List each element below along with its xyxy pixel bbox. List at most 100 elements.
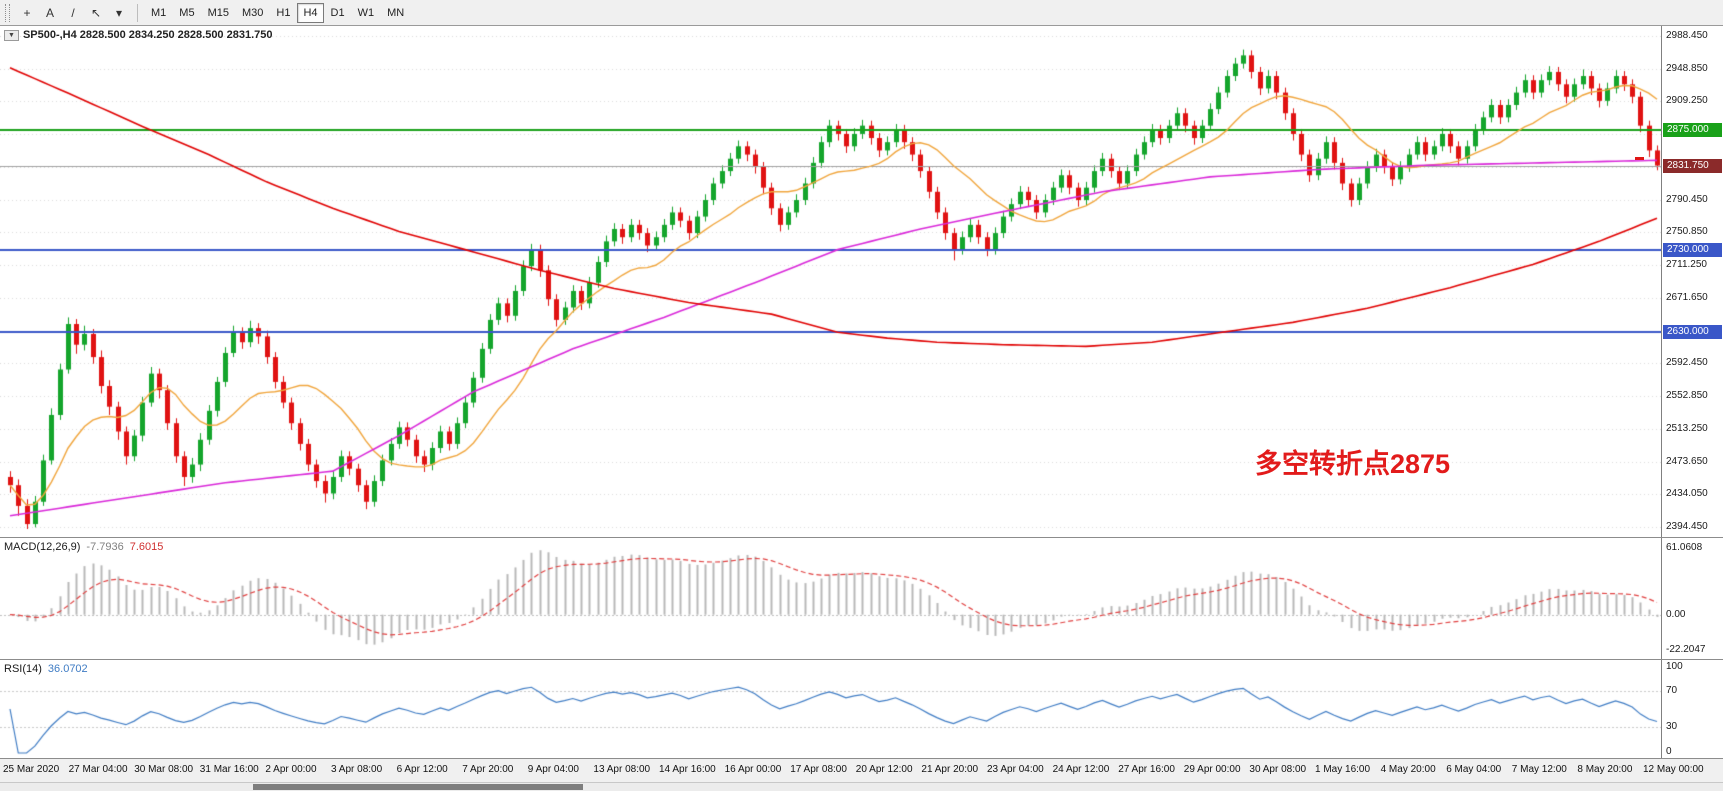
timeframe-button-m15[interactable]: M15 xyxy=(202,3,235,23)
price-axis-label: 2790.450 xyxy=(1666,193,1708,205)
rsi-axis-label: 0 xyxy=(1666,746,1672,757)
timeframe-button-d1[interactable]: D1 xyxy=(325,3,351,23)
time-axis-label: 6 May 04:00 xyxy=(1446,764,1502,775)
panel-divider[interactable] xyxy=(0,659,1723,660)
chart-title-text: SP500-,H4 2828.500 2834.250 2828.500 283… xyxy=(22,29,273,41)
time-axis-label: 14 Apr 16:00 xyxy=(659,764,716,775)
time-axis-label: 21 Apr 20:00 xyxy=(921,764,979,775)
panel-divider[interactable] xyxy=(0,537,1723,538)
time-axis-label: 16 Apr 00:00 xyxy=(724,764,782,775)
price-axis-label: 2513.250 xyxy=(1666,422,1708,434)
time-axis-label: 17 Apr 08:00 xyxy=(790,764,847,775)
time-axis-label: 25 Mar 2020 xyxy=(3,764,60,775)
price-axis-label: 2473.650 xyxy=(1666,455,1708,467)
time-axis-label: 27 Mar 04:00 xyxy=(68,764,128,775)
toolbar-drag-handle[interactable] xyxy=(5,3,10,22)
time-axis-label: 29 Apr 00:00 xyxy=(1183,764,1241,775)
time-axis-label: 4 May 20:00 xyxy=(1380,764,1436,775)
timeframe-button-h4[interactable]: H4 xyxy=(297,2,324,23)
rsi-axis-label: 70 xyxy=(1666,685,1678,697)
price-plot[interactable]: ▼ SP500-,H4 2828.500 2834.250 2828.500 2… xyxy=(0,26,1661,537)
rsi-axis: 100 70 30 0 xyxy=(1661,660,1723,758)
arrows-tool-icon[interactable]: ↖ xyxy=(85,3,107,23)
time-axis-label: 30 Mar 08:00 xyxy=(134,764,194,775)
crosshair-tool-icon[interactable]: + xyxy=(16,3,38,23)
trendline-tool-icon[interactable]: / xyxy=(62,3,84,23)
timeframe-button-mn[interactable]: MN xyxy=(381,3,410,23)
time-axis-label: 6 Apr 12:00 xyxy=(396,764,448,775)
panel-divider[interactable] xyxy=(0,758,1723,759)
time-axis-label: 7 May 12:00 xyxy=(1511,764,1567,775)
rsi-name: RSI(14) xyxy=(4,663,42,675)
rsi-plot[interactable]: RSI(14) 36.0702 xyxy=(0,660,1661,758)
price-axis-label: 2434.050 xyxy=(1666,488,1708,500)
time-axis-label: 24 Apr 12:00 xyxy=(1052,764,1110,775)
rsi-axis-label: 30 xyxy=(1666,720,1678,732)
toolbar-separator xyxy=(137,3,138,22)
price-panel: ▼ SP500-,H4 2828.500 2834.250 2828.500 2… xyxy=(0,26,1723,537)
macd-panel: MACD(12,26,9) -7.7936 7.6015 61.0608 0.00 -2… xyxy=(0,538,1723,659)
rsi-canvas[interactable] xyxy=(0,660,1661,758)
price-level-tag: 2875.000 xyxy=(1663,122,1722,137)
timeframe-button-w1[interactable]: W1 xyxy=(352,3,381,23)
timeframe-button-m5[interactable]: M5 xyxy=(173,3,200,23)
current-price-tag: 2831.750 xyxy=(1663,158,1722,173)
macd-axis-label: 0.00 xyxy=(1666,608,1686,620)
price-axis-label: 2711.250 xyxy=(1666,259,1707,271)
timeframe-button-h1[interactable]: H1 xyxy=(270,3,296,23)
scrollbar-thumb[interactable] xyxy=(253,784,583,790)
price-axis-label: 2948.850 xyxy=(1666,62,1708,74)
macd-label: MACD(12,26,9) -7.7936 7.6015 xyxy=(4,541,163,553)
horizontal-scrollbar[interactable] xyxy=(0,783,1723,791)
price-level-tag: 2730.000 xyxy=(1663,242,1722,257)
price-axis-label: 2750.850 xyxy=(1666,226,1708,238)
timeframe-buttons-group: M1 M5 M15 M30 H1 H4 D1 W1 MN xyxy=(145,2,410,23)
macd-name: MACD(12,26,9) xyxy=(4,541,81,553)
macd-axis: 61.0608 0.00 -22.2047 xyxy=(1661,538,1723,659)
rsi-axis-label: 100 xyxy=(1666,661,1683,672)
price-axis-label: 2671.650 xyxy=(1666,291,1708,303)
time-axis-label: 1 May 16:00 xyxy=(1315,764,1371,775)
macd-signal-value: 7.6015 xyxy=(129,541,164,553)
price-axis-label: 2988.450 xyxy=(1666,30,1708,41)
text-tool-icon[interactable]: A xyxy=(39,3,61,23)
price-axis-label: 2909.250 xyxy=(1666,95,1708,107)
chart-title: ▼ SP500-,H4 2828.500 2834.250 2828.500 2… xyxy=(4,29,273,41)
macd-main-value: -7.7936 xyxy=(86,541,124,553)
timeframe-button-m30[interactable]: M30 xyxy=(236,3,269,23)
chart-area: ▼ SP500-,H4 2828.500 2834.250 2828.500 2… xyxy=(0,26,1723,791)
price-axis-label: 2394.450 xyxy=(1666,521,1708,532)
time-axis-label: 23 Apr 04:00 xyxy=(987,764,1044,775)
macd-plot[interactable]: MACD(12,26,9) -7.7936 7.6015 xyxy=(0,538,1661,659)
shapes-dropdown-caret-icon[interactable]: ▾ xyxy=(108,3,130,23)
toolbar: + A / ↖ ▾ M1 M5 M15 M30 H1 H4 D1 W1 MN xyxy=(0,0,1723,26)
rsi-panel: RSI(14) 36.0702 100 70 30 0 xyxy=(0,660,1723,758)
sell-marker-icon xyxy=(1635,157,1645,161)
price-axis-label: 2552.850 xyxy=(1666,390,1708,402)
price-level-tag: 2630.000 xyxy=(1663,325,1722,340)
rsi-label: RSI(14) 36.0702 xyxy=(4,663,88,675)
time-axis-label: 31 Mar 16:00 xyxy=(199,764,259,775)
chart-dropdown-icon[interactable]: ▼ xyxy=(4,29,19,41)
time-axis-label: 7 Apr 20:00 xyxy=(462,764,514,775)
macd-axis-label: 61.0608 xyxy=(1666,542,1703,553)
macd-axis-label: -22.2047 xyxy=(1666,644,1706,655)
time-axis-label: 8 May 20:00 xyxy=(1577,764,1633,775)
rsi-value: 36.0702 xyxy=(47,663,88,675)
time-axis-label: 2 Apr 00:00 xyxy=(265,764,317,775)
price-axis-label: 2592.450 xyxy=(1666,357,1708,369)
macd-canvas[interactable] xyxy=(0,538,1661,659)
tool-buttons-group: + A / ↖ ▾ xyxy=(16,3,130,23)
time-axis-label: 30 Apr 08:00 xyxy=(1249,764,1307,775)
time-axis-label: 13 Apr 08:00 xyxy=(593,764,651,775)
time-axis-label: 12 May 00:00 xyxy=(1643,764,1704,775)
time-axis-label: 27 Apr 16:00 xyxy=(1118,764,1175,775)
candlestick-canvas[interactable] xyxy=(0,26,1661,537)
timeframe-button-m1[interactable]: M1 xyxy=(145,3,172,23)
price-axis: 2988.4502948.8502909.2502869.6502830.050… xyxy=(1661,26,1723,537)
time-axis[interactable]: 25 Mar 2020 27 Mar 04:00 30 Mar 08:00 31 Ma… xyxy=(0,759,1723,783)
time-axis-label: 3 Apr 08:00 xyxy=(331,764,383,775)
annotation-text: 多空转折点2875 xyxy=(1255,449,1451,479)
time-axis-label: 20 Apr 12:00 xyxy=(855,764,913,775)
